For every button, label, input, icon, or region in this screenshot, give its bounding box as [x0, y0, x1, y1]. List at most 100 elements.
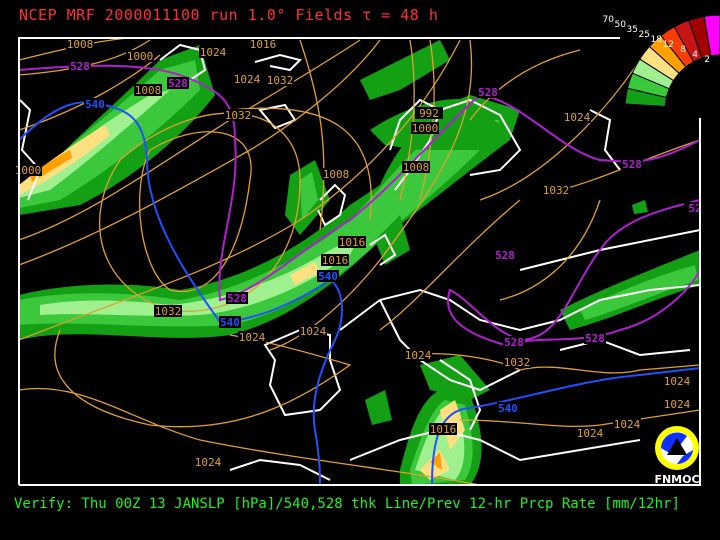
svg-text:540: 540 [318, 270, 338, 283]
isobar-label: 1016 [429, 423, 457, 436]
coastline [263, 328, 342, 417]
isobar [18, 39, 151, 76]
legend-label: 4 [692, 50, 698, 60]
svg-text:1032: 1032 [543, 184, 570, 197]
coastline [379, 299, 521, 392]
isobar-label: 1024 [563, 111, 591, 124]
isobar-label: 1024 [404, 349, 432, 362]
svg-text:1008: 1008 [403, 161, 430, 174]
svg-text:1008: 1008 [67, 38, 94, 51]
svg-text:528: 528 [70, 60, 90, 73]
isobar-label: 1024 [576, 427, 604, 440]
isobar-label: 1024 [199, 46, 227, 59]
svg-text:1000: 1000 [127, 50, 154, 63]
svg-text:1024: 1024 [664, 375, 691, 388]
svg-text:528: 528 [168, 77, 188, 90]
thickness-528-label: 528 [494, 249, 516, 262]
precip-area [375, 215, 410, 265]
coastline [439, 98, 522, 176]
isobar [379, 199, 521, 331]
thickness-540-label: 540 [219, 316, 241, 329]
precip-area [360, 40, 450, 100]
isobar [54, 329, 352, 428]
svg-text:1024: 1024 [564, 111, 591, 124]
isobar [18, 39, 381, 266]
coastline [369, 233, 397, 266]
svg-text:52: 52 [688, 202, 701, 215]
svg-text:1000: 1000 [15, 164, 42, 177]
svg-text:1008: 1008 [323, 168, 350, 181]
svg-text:528: 528 [227, 292, 247, 305]
svg-text:1024: 1024 [239, 331, 266, 344]
precip-area [300, 172, 318, 220]
isobar-label: 1000 [126, 50, 154, 63]
svg-text:1032: 1032 [504, 356, 531, 369]
svg-text:528: 528 [504, 336, 524, 349]
svg-text:528: 528 [622, 158, 642, 171]
isobar-label: 1024 [613, 418, 641, 431]
legend-label: 70 [603, 15, 615, 25]
isobar [499, 199, 601, 301]
isobar [18, 39, 361, 241]
svg-text:540: 540 [220, 316, 240, 329]
isobar-layer [18, 37, 701, 486]
isobar-label: 1000 [411, 122, 439, 135]
svg-text:1032: 1032 [155, 305, 182, 318]
svg-text:1024: 1024 [614, 418, 641, 431]
svg-text:1024: 1024 [664, 398, 691, 411]
thickness-528-label: 52 [684, 202, 706, 215]
svg-text:1016: 1016 [430, 423, 457, 436]
legend-swatch [703, 14, 720, 57]
legend-label: 35 [627, 25, 638, 35]
precip-area [290, 262, 320, 285]
isobar-label: 992 [415, 107, 443, 120]
svg-text:1008: 1008 [135, 84, 162, 97]
isobar [18, 387, 481, 486]
svg-text:1024: 1024 [405, 349, 432, 362]
svg-text:1032: 1032 [267, 74, 294, 87]
svg-text:528: 528 [478, 86, 498, 99]
isobar-label: 1032 [503, 356, 531, 369]
precip-area [430, 452, 442, 470]
isobar [469, 49, 581, 121]
fnmoc-logo: FNMOC [654, 426, 700, 486]
isobar-label: 1024 [663, 375, 691, 388]
thickness-540-label: 540 [497, 402, 519, 415]
isobar-label: 1024 [238, 331, 266, 344]
svg-text:1016: 1016 [250, 38, 277, 51]
svg-text:1024: 1024 [300, 325, 327, 338]
legend-label: 25 [639, 30, 650, 40]
isobar-label: 1008 [402, 161, 430, 174]
svg-text:1024: 1024 [195, 456, 222, 469]
isobar [459, 409, 701, 428]
isobar-label: 1000 [14, 164, 42, 177]
svg-text:528: 528 [495, 249, 515, 262]
coastline [559, 338, 691, 357]
precip-color-legend: 70 50 35 25 18 12 8 4 2 [603, 14, 720, 108]
svg-text:540: 540 [498, 402, 518, 415]
isobar-label: 1024 [663, 398, 691, 411]
svg-text:1016: 1016 [322, 254, 349, 267]
legend-label: 18 [651, 35, 663, 45]
isobar-label: 1008 [66, 38, 94, 51]
precipitation-layer [19, 40, 700, 485]
map-title: NCEP MRF 2000011100 run 1.0° Fields τ = … [19, 6, 439, 24]
contour-labels: 1008 1000 1024 1016 1024 1008 1032 1032 1000 1008… [14, 38, 706, 469]
coastline [19, 99, 42, 201]
thickness-528-line [447, 199, 701, 347]
isobar [229, 107, 372, 221]
legend-label: 12 [663, 40, 674, 50]
thickness-528-label: 528 [477, 86, 499, 99]
svg-text:1024: 1024 [200, 46, 227, 59]
coastline [229, 458, 331, 481]
legend-label: 50 [615, 20, 627, 30]
thickness-540-label: 540 [317, 270, 339, 283]
svg-text:540: 540 [85, 98, 105, 111]
isobar-label: 1024 [233, 73, 261, 86]
svg-text:1024: 1024 [577, 427, 604, 440]
precip-area [365, 390, 392, 425]
precip-area [632, 200, 648, 214]
thickness-528-label: 528 [69, 60, 91, 73]
svg-text:1000: 1000 [412, 122, 439, 135]
